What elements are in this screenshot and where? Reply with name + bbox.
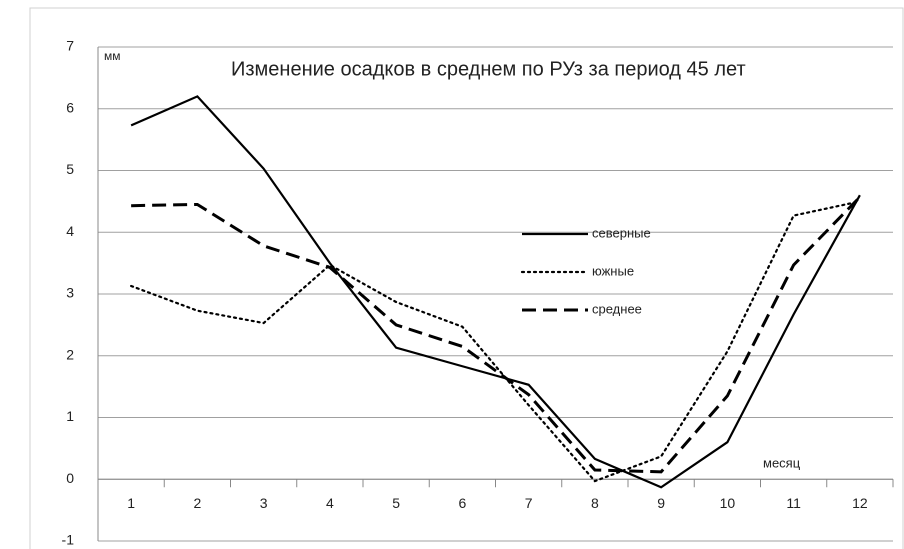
series-line <box>131 196 861 474</box>
series-line <box>130 200 861 483</box>
x-tick-label: 2 <box>193 495 201 511</box>
chart-title: Изменение осадков в среднем по РУз за пе… <box>231 58 746 80</box>
series-line <box>130 95 861 489</box>
x-tick-label: 9 <box>657 495 665 511</box>
x-tick-label: 5 <box>392 495 400 511</box>
y-tick-label: 2 <box>66 346 74 362</box>
y-tick-label: 3 <box>66 285 74 301</box>
legend-label: северные <box>592 225 651 240</box>
chart-border <box>29 7 904 549</box>
x-tick-label: 10 <box>720 495 736 511</box>
legend-label: среднее <box>592 301 642 316</box>
x-tick-label: 1 <box>127 495 135 511</box>
y-tick-label: 5 <box>66 161 74 177</box>
x-tick-label: 8 <box>591 495 599 511</box>
x-axis-label: месяц <box>763 455 801 470</box>
y-tick-label: 7 <box>66 38 74 54</box>
x-tick-label: 7 <box>525 495 533 511</box>
legend-label: южные <box>592 263 634 278</box>
x-tick-label: 4 <box>326 495 334 511</box>
y-tick-label: 0 <box>66 470 74 486</box>
y-tick-label: 6 <box>66 99 74 115</box>
y-axis-label: мм <box>104 49 121 63</box>
y-tick-label: 1 <box>66 408 74 424</box>
x-tick-label: 11 <box>786 495 801 511</box>
y-tick-label: 4 <box>66 223 74 239</box>
x-tick-label: 12 <box>852 495 868 511</box>
y-tick-label: -1 <box>62 532 75 548</box>
x-tick-label: 3 <box>260 495 268 511</box>
x-tick-label: 6 <box>458 495 466 511</box>
